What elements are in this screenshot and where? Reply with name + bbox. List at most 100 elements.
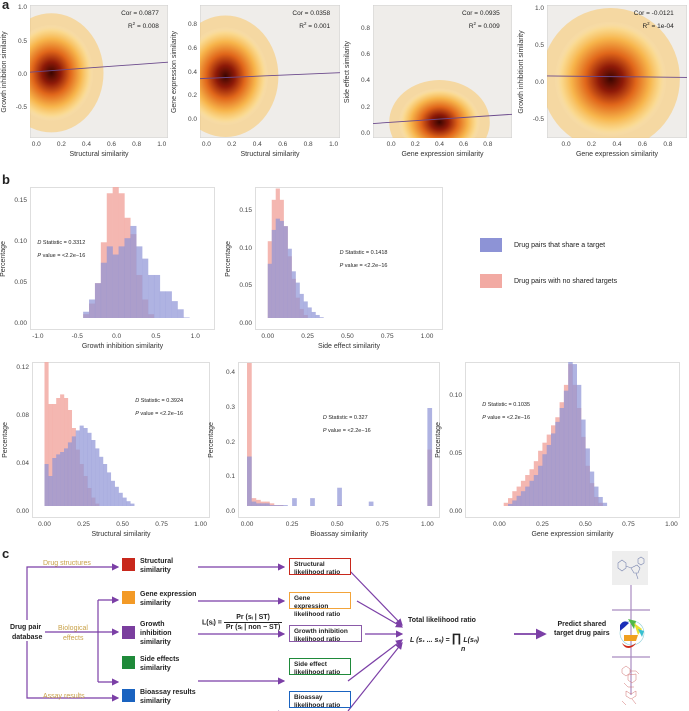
bar-share-target bbox=[559, 408, 565, 506]
bar-no-shared bbox=[503, 502, 509, 506]
p-value: P value = <2.2e−16 bbox=[135, 408, 183, 421]
x-tick-label: 0.0 bbox=[31, 141, 41, 148]
predict-line1: Predict shared bbox=[557, 621, 607, 628]
bar-share-target bbox=[307, 307, 312, 318]
y-tick-label: 0.05 bbox=[449, 450, 462, 458]
p-label: P bbox=[322, 427, 327, 434]
bar-share-target bbox=[56, 454, 61, 506]
bar-no-shared bbox=[512, 491, 517, 506]
y-axis-label: Percentage bbox=[225, 240, 232, 277]
density-cloud bbox=[182, 26, 269, 126]
bar-share-target bbox=[118, 246, 125, 318]
bar-share-target bbox=[265, 503, 270, 506]
bar-share-target bbox=[95, 448, 100, 506]
r2-label: R bbox=[299, 23, 304, 31]
likelihood-ratio-line: Growth inhibition bbox=[294, 628, 348, 635]
x-axis-label: Side effect similarity bbox=[317, 343, 381, 350]
x-tick-label: 1.0 bbox=[157, 141, 167, 148]
bar-share-target bbox=[267, 263, 272, 318]
bar-share-target bbox=[278, 505, 284, 506]
legend-item-share-target: Drug pairs that share a target bbox=[480, 238, 605, 252]
bar-share-target bbox=[274, 505, 279, 506]
scatter-plot: Cor = 0.0935 R2 = 0.009 bbox=[372, 4, 513, 165]
plot-area bbox=[465, 359, 680, 518]
bar-share-target bbox=[103, 464, 108, 506]
x-axis-label: Structural similarity bbox=[69, 151, 129, 158]
branch-label-assay: Assay results bbox=[43, 693, 85, 700]
p-label: P bbox=[135, 410, 139, 417]
y-tick-label: 0.5 bbox=[534, 41, 544, 49]
bar-share-target bbox=[275, 218, 280, 318]
bar-share-target bbox=[315, 314, 320, 318]
p-value: P value = <2.2e−16 bbox=[340, 260, 388, 273]
predict-line2: target drug pairs bbox=[554, 630, 610, 637]
x-tick-label: 0.5 bbox=[151, 333, 161, 340]
y-tick-label: 1.0 bbox=[534, 4, 544, 12]
bar-share-target bbox=[91, 440, 96, 506]
likelihood-ratio-box: Bioassay likelihood ratio bbox=[289, 691, 351, 709]
d-label: D bbox=[339, 250, 344, 257]
p-value: P value = <2.2e−16 bbox=[37, 250, 85, 263]
branch-label-biological: Biological bbox=[58, 625, 88, 632]
bar-share-target bbox=[110, 480, 115, 506]
bar-no-shared bbox=[256, 499, 261, 506]
x-tick-label: 0.2 bbox=[227, 141, 237, 148]
x-tick-label: 0.75 bbox=[622, 521, 635, 528]
ks-test-stats: D Statistic = 0.1035 P value = <2.2e−16 bbox=[482, 399, 530, 425]
panel-a-label: a bbox=[2, 0, 10, 12]
drug-pair-database-line1: Drug pair bbox=[10, 624, 42, 631]
bar-share-target bbox=[551, 433, 556, 506]
bar-share-target bbox=[89, 299, 96, 318]
likelihood-ratio-box: Gene expression likelihood ratio bbox=[289, 592, 351, 618]
y-tick-label: 0.4 bbox=[187, 68, 197, 76]
bar-share-target bbox=[529, 480, 534, 506]
x-tick-label: 1.0 bbox=[190, 333, 200, 340]
total-likelihood-title: Total likelihood ratio bbox=[408, 617, 476, 624]
x-tick-label: 0.00 bbox=[493, 521, 506, 528]
likelihood-ratio-line: likelihood ratio bbox=[294, 569, 341, 576]
bar-share-target bbox=[555, 421, 560, 506]
protein-structure-icon bbox=[619, 619, 645, 648]
similarity-label-line: Gene expression bbox=[140, 591, 197, 598]
bar-share-target bbox=[83, 311, 90, 318]
likelihood-ratio-box: Structural likelihood ratio bbox=[289, 558, 351, 576]
x-tick-label: 0.75 bbox=[155, 521, 168, 528]
y-axis-label: Side effect similarity bbox=[344, 40, 351, 103]
y-axis-label: Percentage bbox=[2, 422, 9, 458]
bar-share-target bbox=[64, 448, 69, 506]
p-number: value = <2.2e−16 bbox=[343, 263, 388, 270]
cor-value: Cor = 0.0877 bbox=[121, 9, 159, 17]
x-axis-label: Bioassay similarity bbox=[310, 531, 368, 538]
bar-share-target bbox=[602, 502, 608, 506]
bar-share-target bbox=[99, 456, 104, 506]
similarity-label: Structural similarity bbox=[140, 557, 173, 575]
bar-share-target bbox=[118, 492, 123, 506]
y-tick-label: 0.15 bbox=[14, 197, 27, 205]
bar-share-target bbox=[292, 498, 297, 506]
correlation-stats: Cor = 0.0935 R2 = 0.009 bbox=[462, 9, 500, 32]
y-tick-label: 1.0 bbox=[17, 4, 27, 12]
molecule-image-1 bbox=[612, 551, 648, 585]
bar-share-target bbox=[247, 456, 252, 506]
plot-area bbox=[255, 187, 443, 330]
similarity-label: Growth inhibition similarity bbox=[140, 620, 172, 647]
bar-share-target bbox=[303, 301, 308, 318]
y-tick-label: 0.2 bbox=[187, 92, 197, 100]
bar-share-target bbox=[546, 444, 552, 506]
y-tick-label: 0.2 bbox=[360, 103, 370, 111]
y-axis-label: Growth inhibitiont similarity bbox=[518, 29, 525, 114]
x-tick-label: 0.4 bbox=[434, 141, 444, 148]
formula-lhs: L(sᵢ) = bbox=[202, 619, 222, 627]
p-label: P bbox=[339, 263, 344, 270]
bar-no-shared bbox=[44, 362, 49, 506]
bar-share-target bbox=[508, 503, 513, 506]
similarity-label-line: inhibition bbox=[140, 630, 172, 637]
bar-share-target bbox=[106, 472, 112, 506]
bar-share-target bbox=[279, 220, 284, 318]
histogram-plot: D Statistic = 0.3924 P value = <2.2e−16 bbox=[32, 362, 210, 518]
p-label: P bbox=[482, 415, 486, 422]
likelihood-ratio-box: Side effect likelihood ratio bbox=[289, 658, 351, 676]
y-tick-label: 0.05 bbox=[239, 282, 252, 290]
y-axis-label: Gene expression similarity bbox=[171, 30, 178, 113]
y-tick-label: 0.5 bbox=[17, 37, 27, 45]
